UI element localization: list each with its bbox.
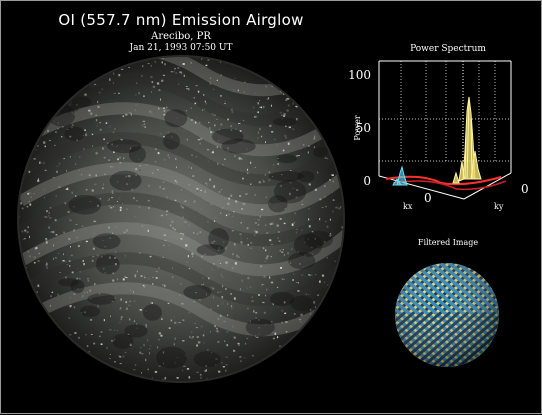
plot-box <box>378 60 512 200</box>
ky-zero-tick: 0 <box>521 182 529 196</box>
ky-axis-label: ky <box>494 202 504 211</box>
power-spectrum-plot: Power Spectrum <box>348 44 529 211</box>
cyan-peak <box>392 165 408 186</box>
z-tick-50: 50 <box>356 121 371 135</box>
kx-zero-tick: 0 <box>424 191 432 205</box>
z-tick-0: 0 <box>363 174 371 188</box>
datetime-label: Jan 21, 1993 07:50 UT <box>129 43 233 53</box>
kx-axis-label: kx <box>403 202 413 211</box>
filtered-image-title: Filtered Image <box>418 238 478 247</box>
airglow-sky-image <box>17 55 345 383</box>
filtered-image-panel: Filtered Image <box>395 238 499 367</box>
z-axis-label: Power <box>353 115 362 140</box>
z-tick-100: 100 <box>348 68 371 82</box>
spectrum-surface <box>385 96 507 191</box>
location-label: Arecibo, PR <box>151 31 211 42</box>
figure-title: OI (557.7 nm) Emission Airglow <box>58 11 304 29</box>
plot-grid <box>379 61 511 162</box>
power-spectrum-title: Power Spectrum <box>410 44 486 54</box>
yellow-peak <box>452 96 482 184</box>
